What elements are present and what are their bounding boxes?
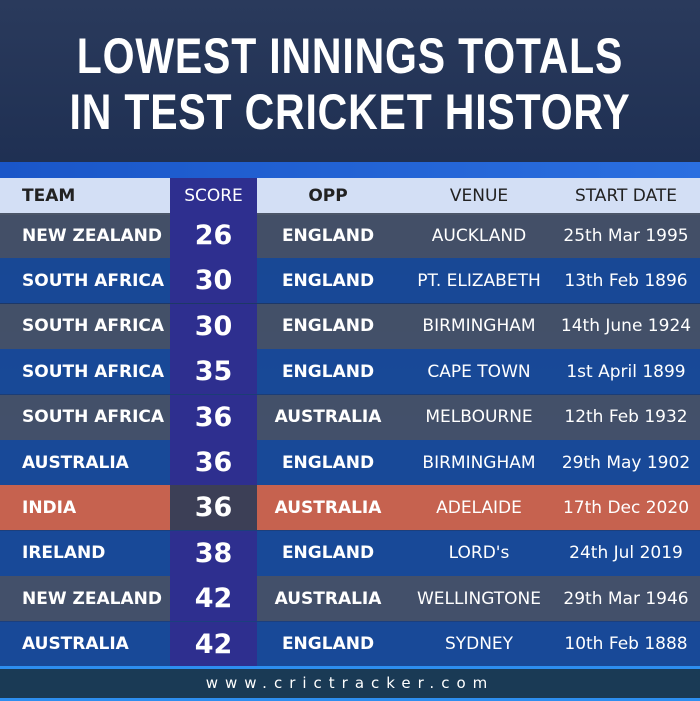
- cell-team: IRELAND: [22, 543, 106, 564]
- cell-venue: WELLINGTONE: [416, 588, 541, 609]
- table-header: TEAM SCORE OPP VENUE START DATE: [0, 178, 700, 215]
- cell-opp: ENGLAND: [281, 225, 375, 246]
- cell-team: NEW ZEALAND: [22, 225, 162, 246]
- cell-venue: AUCKLAND: [431, 225, 527, 246]
- cell-score: 26: [170, 213, 257, 258]
- cell-team: AUSTRALIA: [22, 634, 129, 655]
- table-row: SOUTH AFRICA 35 ENGLAND CAPE TOWN 1st April …: [0, 349, 700, 395]
- header-score: SCORE: [170, 178, 257, 213]
- cell-opp: ENGLAND: [281, 452, 375, 473]
- table-row: AUSTRALIA 36 ENGLAND BIRMINGHAM 29th May 190…: [0, 440, 700, 485]
- cell-date: 25th Mar 1995: [563, 225, 689, 246]
- cell-venue: LORD's: [448, 543, 510, 564]
- cell-team: AUSTRALIA: [22, 452, 129, 473]
- cell-score: 36: [170, 394, 257, 440]
- cell-opp: ENGLAND: [281, 634, 375, 655]
- cell-score: 36: [170, 485, 257, 531]
- cell-team: SOUTH AFRICA: [22, 361, 165, 382]
- table-row: SOUTH AFRICA 30 ENGLAND PT. ELIZABETH 13th F…: [0, 258, 700, 304]
- cell-date: 17th Dec 2020: [562, 497, 690, 518]
- cell-score: 30: [170, 258, 257, 304]
- cell-score: 35: [170, 349, 257, 395]
- cell-date: 12th Feb 1932: [564, 407, 688, 428]
- cell-team: INDIA: [22, 497, 77, 518]
- cell-score: 42: [170, 576, 257, 622]
- cell-date: 1st April 1899: [566, 361, 686, 382]
- table-row: SOUTH AFRICA 30 ENGLAND BIRMINGHAM 14th June…: [0, 303, 700, 349]
- table-row: IRELAND 38 ENGLAND LORD's 24th Jul 2019: [0, 530, 700, 576]
- cell-date: 13th Feb 1896: [564, 270, 688, 291]
- cell-team: SOUTH AFRICA: [22, 407, 165, 428]
- cell-score: 30: [170, 303, 257, 349]
- cell-team: SOUTH AFRICA: [22, 316, 165, 337]
- cell-date: 29th May 1902: [561, 452, 691, 473]
- footer-url: www.crictracker.com: [0, 666, 700, 701]
- header-opp: OPP: [308, 185, 348, 206]
- cell-opp: ENGLAND: [281, 543, 375, 564]
- cell-opp: ENGLAND: [281, 316, 375, 337]
- cell-team: SOUTH AFRICA: [22, 270, 165, 291]
- cell-venue: CAPE TOWN: [427, 361, 531, 382]
- divider-bar: [0, 162, 700, 178]
- table-row: INDIA 36 AUSTRALIA ADELAIDE 17th Dec 2020: [0, 485, 700, 531]
- cell-opp: AUSTRALIA: [274, 497, 382, 518]
- cell-date: 29th Mar 1946: [563, 588, 689, 609]
- header-date: START DATE: [574, 185, 678, 206]
- cell-team: NEW ZEALAND: [22, 588, 162, 609]
- cell-opp: ENGLAND: [281, 361, 375, 382]
- cell-venue: SYDNEY: [444, 634, 514, 655]
- cell-opp: AUSTRALIA: [274, 407, 382, 428]
- cell-venue: MELBOURNE: [425, 407, 533, 428]
- table-row: SOUTH AFRICA 36 AUSTRALIA MELBOURNE 12th Feb…: [0, 394, 700, 440]
- table-row: NEW ZEALAND 42 AUSTRALIA WELLINGTONE 29th Ma…: [0, 576, 700, 622]
- header-venue: VENUE: [449, 185, 509, 206]
- cell-score: 36: [170, 440, 257, 485]
- cell-score: 42: [170, 621, 257, 667]
- cell-venue: ADELAIDE: [436, 497, 522, 518]
- table-row: AUSTRALIA 42 ENGLAND SYDNEY 10th Feb 1888: [0, 621, 700, 667]
- cell-opp: ENGLAND: [281, 270, 375, 291]
- table-row: NEW ZEALAND 26 ENGLAND AUCKLAND 25th Mar 199…: [0, 213, 700, 258]
- cell-date: 24th Jul 2019: [569, 543, 683, 564]
- cell-venue: BIRMINGHAM: [422, 316, 536, 337]
- cell-date: 10th Feb 1888: [564, 634, 688, 655]
- title-line-2: IN TEST CRICKET HISTORY: [69, 84, 631, 140]
- header-team: TEAM: [22, 185, 76, 206]
- cell-score: 38: [170, 530, 257, 576]
- page-title: LOWEST INNINGS TOTALS IN TEST CRICKET HI…: [63, 28, 637, 140]
- cell-venue: BIRMINGHAM: [422, 452, 536, 473]
- cell-date: 14th June 1924: [560, 316, 692, 337]
- cell-opp: AUSTRALIA: [274, 588, 382, 609]
- cell-venue: PT. ELIZABETH: [417, 270, 541, 291]
- title-line-1: LOWEST INNINGS TOTALS: [76, 28, 624, 84]
